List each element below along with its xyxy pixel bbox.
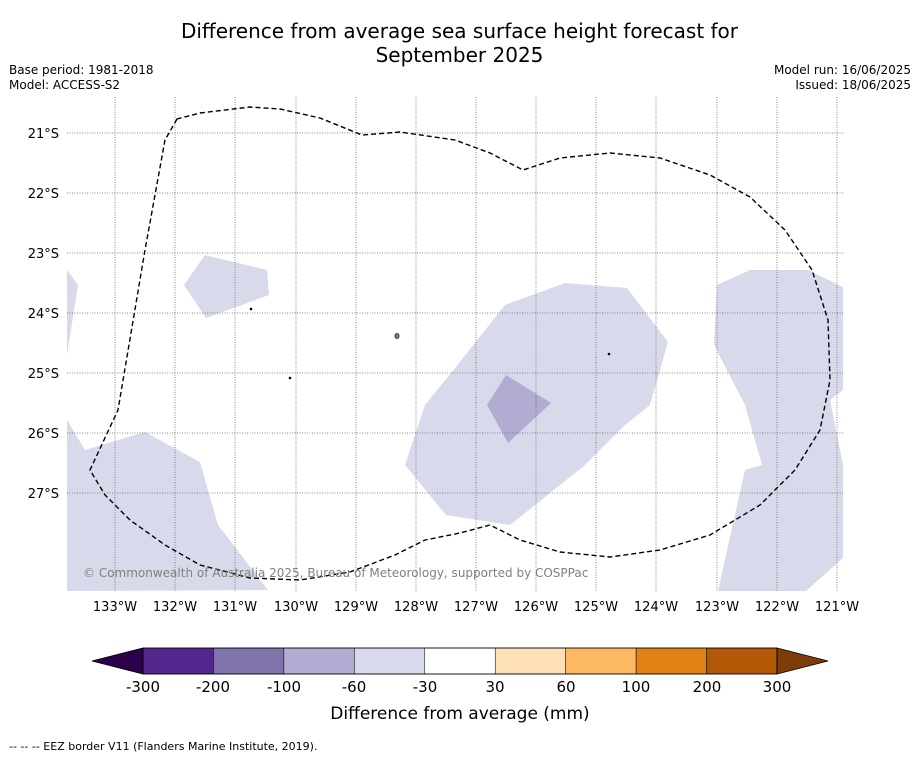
- colorbar-swatch: [283, 647, 355, 675]
- lat-label: 27°S: [28, 487, 59, 502]
- colorbar-over-arrow: [776, 647, 829, 675]
- base-period: Base period: 1981-2018: [9, 63, 154, 77]
- meta-left: Base period: 1981-2018 Model: ACCESS-S2: [9, 63, 154, 93]
- colorbar-tick: 60: [556, 678, 575, 696]
- lon-label: 129°W: [334, 600, 378, 615]
- map-title: Difference from average sea surface heig…: [0, 19, 919, 67]
- lon-label: 125°W: [574, 600, 618, 615]
- lon-label: 121°W: [815, 600, 859, 615]
- colorbar-tick: 100: [622, 678, 651, 696]
- anomaly-fill-layer: [67, 255, 843, 591]
- colorbar-swatch: [706, 647, 778, 675]
- lon-label: 131°W: [213, 600, 257, 615]
- map-gridlines: [67, 97, 843, 591]
- lat-label: 22°S: [28, 187, 59, 202]
- colorbar-tick: -100: [267, 678, 301, 696]
- lon-label: 127°W: [454, 600, 498, 615]
- lat-label: 26°S: [28, 427, 59, 442]
- colorbar-tick: 30: [485, 678, 504, 696]
- lon-label: 128°W: [394, 600, 438, 615]
- anomaly-region-west-edge: [67, 270, 78, 355]
- island: [288, 376, 292, 380]
- islands: [249, 307, 611, 380]
- title-line-2: September 2025: [375, 43, 544, 67]
- colorbar-swatch: [565, 647, 637, 675]
- colorbar: -300 -200 -100 -60 -30 30 60 100 200 300…: [91, 647, 829, 724]
- lon-label: 126°W: [514, 600, 558, 615]
- lon-label: 123°W: [695, 600, 739, 615]
- anomaly-region-northwest: [184, 255, 269, 318]
- copyright-notice: © Commonwealth of Australia 2025, Bureau…: [83, 566, 588, 580]
- map-panel: © Commonwealth of Australia 2025, Bureau…: [67, 97, 843, 591]
- eez-border: [89, 106, 831, 581]
- lon-label: 122°W: [755, 600, 799, 615]
- lon-label: 132°W: [153, 600, 197, 615]
- colorbar-tick: 300: [763, 678, 792, 696]
- colorbar-swatches: [142, 647, 778, 675]
- colorbar-frame: [142, 647, 778, 675]
- island: [394, 333, 400, 339]
- colorbar-tick: 200: [693, 678, 722, 696]
- island: [249, 307, 253, 311]
- longitude-labels: 133°W 132°W 131°W 130°W 129°W 128°W 127°…: [93, 600, 859, 615]
- lat-label: 21°S: [28, 127, 59, 142]
- anomaly-region-central-strong: [487, 375, 551, 443]
- colorbar-swatch: [354, 647, 426, 675]
- lon-label: 133°W: [93, 600, 137, 615]
- lon-label: 124°W: [634, 600, 678, 615]
- lat-label: 24°S: [28, 307, 59, 322]
- colorbar-swatch: [635, 647, 707, 675]
- lon-label: 130°W: [274, 600, 318, 615]
- meta-right: Model run: 16/06/2025 Issued: 18/06/2025: [774, 63, 911, 93]
- colorbar-swatch: [213, 647, 285, 675]
- colorbar-swatch: [424, 647, 496, 675]
- colorbar-swatch: [142, 647, 214, 675]
- colorbar-label: Difference from average (mm): [330, 704, 589, 724]
- issued-date: Issued: 18/06/2025: [795, 78, 911, 92]
- colorbar-tick: -300: [126, 678, 160, 696]
- colorbar-under-arrow: [91, 647, 144, 675]
- island: [607, 352, 611, 356]
- model-run: Model run: 16/06/2025: [773, 63, 911, 77]
- eez-footnote: -- -- -- EEZ border V11 (Flanders Marine…: [9, 740, 318, 753]
- model-name: Model: ACCESS-S2: [9, 78, 121, 92]
- colorbar-tick: -30: [413, 678, 438, 696]
- lat-label: 23°S: [28, 247, 59, 262]
- colorbar-tick: -200: [196, 678, 230, 696]
- colorbar-tick-labels: -300 -200 -100 -60 -30 30 60 100 200 300: [126, 678, 791, 696]
- colorbar-swatch: [494, 647, 566, 675]
- lat-label: 25°S: [28, 367, 59, 382]
- latitude-labels: 21°S 22°S 23°S 24°S 25°S 26°S 27°S: [28, 127, 59, 502]
- colorbar-tick: -60: [342, 678, 367, 696]
- anomaly-region-southwest: [67, 420, 268, 591]
- anomaly-region-east: [714, 270, 843, 591]
- title-line-1: Difference from average sea surface heig…: [180, 19, 739, 43]
